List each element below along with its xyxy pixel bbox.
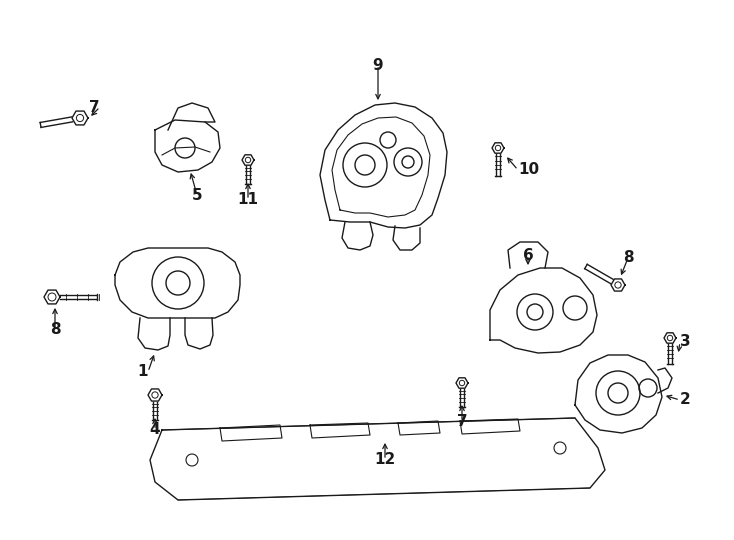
Text: 4: 4: [150, 422, 160, 437]
Text: 8: 8: [50, 322, 60, 338]
Text: 9: 9: [373, 57, 383, 72]
Text: 6: 6: [523, 247, 534, 262]
Text: 2: 2: [680, 393, 691, 408]
Text: 5: 5: [192, 187, 203, 202]
Text: 3: 3: [680, 334, 691, 349]
Text: 7: 7: [90, 99, 100, 114]
Text: 8: 8: [622, 251, 633, 266]
Text: 1: 1: [137, 364, 148, 380]
Text: 7: 7: [457, 415, 468, 429]
Text: 12: 12: [374, 453, 396, 468]
Text: 10: 10: [518, 163, 539, 178]
Text: 11: 11: [238, 192, 258, 207]
